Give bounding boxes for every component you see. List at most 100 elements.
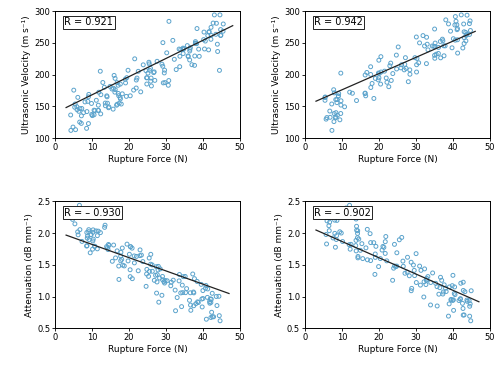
Point — [115, 276, 123, 282]
Point — [406, 273, 413, 279]
Point — [326, 108, 334, 114]
X-axis label: Rupture Force (N): Rupture Force (N) — [108, 345, 188, 354]
Point — [398, 234, 406, 240]
Point — [392, 263, 400, 269]
Point — [389, 70, 397, 76]
Point — [110, 242, 118, 248]
Point — [419, 32, 427, 38]
Point — [145, 255, 153, 261]
Point — [176, 64, 184, 70]
Point — [422, 61, 430, 66]
Point — [146, 268, 154, 274]
X-axis label: Rupture Force (N): Rupture Force (N) — [358, 155, 438, 163]
Point — [88, 100, 96, 106]
Point — [401, 270, 409, 276]
Point — [372, 76, 380, 82]
Point — [150, 70, 158, 76]
Point — [146, 68, 154, 73]
Point — [377, 54, 385, 60]
Point — [194, 46, 202, 52]
Point — [72, 127, 80, 132]
Point — [420, 266, 428, 272]
Point — [154, 263, 162, 269]
Point — [104, 100, 112, 106]
Point — [376, 256, 384, 262]
Point — [426, 302, 434, 308]
Point — [184, 43, 192, 49]
Point — [192, 41, 200, 46]
Point — [114, 90, 122, 96]
Point — [99, 80, 107, 86]
Point — [402, 65, 410, 71]
Point — [361, 91, 369, 97]
Point — [378, 247, 386, 253]
Point — [436, 55, 444, 61]
Point — [202, 316, 210, 322]
Point — [463, 299, 471, 304]
Point — [84, 227, 92, 232]
Point — [442, 289, 450, 294]
Point — [436, 38, 444, 44]
Text: R = 0.942: R = 0.942 — [314, 17, 363, 27]
Point — [445, 301, 453, 307]
Point — [340, 104, 348, 110]
Point — [456, 296, 464, 301]
Point — [94, 107, 102, 113]
Point — [178, 282, 186, 288]
Point — [172, 308, 179, 314]
Point — [410, 262, 418, 268]
Point — [441, 43, 449, 49]
Point — [81, 99, 89, 105]
Point — [439, 38, 447, 44]
Point — [450, 36, 458, 42]
Point — [126, 274, 134, 280]
Point — [462, 30, 469, 35]
Point — [328, 101, 336, 107]
Point — [110, 85, 118, 91]
Point — [100, 84, 108, 90]
Point — [145, 61, 153, 67]
Point — [212, 294, 220, 300]
Point — [431, 55, 439, 61]
Text: R = – 0.902: R = – 0.902 — [314, 208, 371, 218]
Point — [194, 299, 202, 305]
Point — [193, 279, 201, 284]
Point — [458, 300, 466, 306]
Point — [184, 53, 192, 59]
Point — [96, 111, 104, 117]
Point — [86, 250, 94, 256]
Point — [104, 242, 112, 248]
Point — [420, 279, 428, 285]
Point — [130, 260, 138, 266]
Point — [426, 280, 434, 286]
Point — [176, 53, 184, 59]
Point — [208, 314, 216, 320]
Point — [466, 318, 474, 324]
Point — [155, 299, 163, 305]
Point — [159, 40, 167, 46]
Point — [453, 22, 461, 28]
Point — [459, 279, 467, 285]
Point — [352, 223, 360, 229]
Point — [126, 93, 134, 99]
Point — [407, 288, 415, 294]
Point — [114, 263, 122, 269]
Point — [101, 222, 109, 228]
Point — [460, 41, 468, 46]
Point — [148, 268, 156, 274]
Point — [366, 258, 374, 263]
Point — [363, 69, 371, 75]
Point — [108, 86, 116, 92]
Point — [89, 238, 97, 244]
Point — [199, 296, 207, 301]
Point — [332, 232, 340, 238]
Point — [330, 119, 338, 125]
Point — [361, 90, 369, 96]
Point — [206, 299, 214, 304]
Point — [156, 266, 164, 272]
Point — [356, 247, 364, 253]
Point — [105, 242, 113, 248]
Point — [170, 56, 178, 62]
Point — [209, 20, 217, 26]
Point — [190, 289, 198, 295]
